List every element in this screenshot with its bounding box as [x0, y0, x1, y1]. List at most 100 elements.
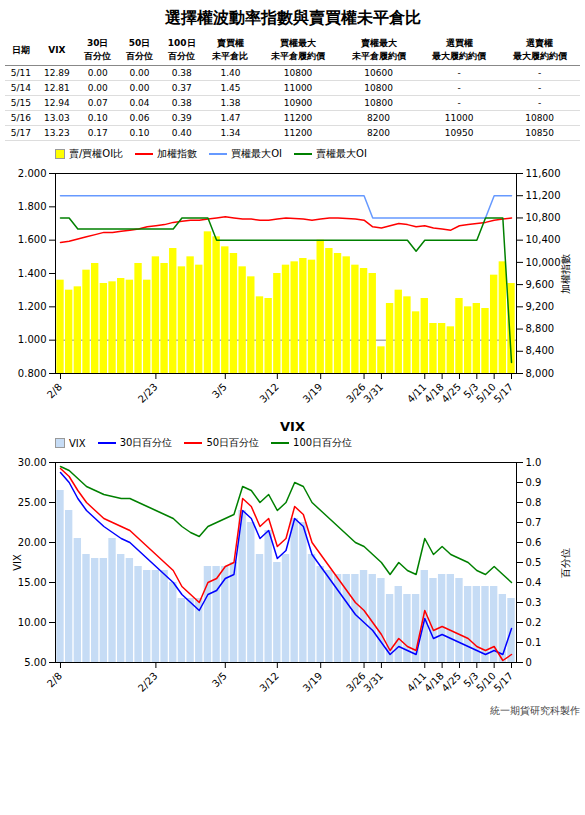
svg-text:4/18: 4/18 — [422, 670, 446, 694]
svg-text:3/26: 3/26 — [344, 670, 368, 694]
html-text:10800: 10800 — [364, 83, 393, 93]
svg-text:0.2: 0.2 — [526, 617, 542, 628]
html-text:5/14: 5/14 — [10, 83, 32, 93]
svg-text:0.4: 0.4 — [526, 577, 542, 588]
svg-text:5.00: 5.00 — [24, 657, 46, 668]
svg-text:2/23: 2/23 — [136, 670, 160, 694]
svg-text:10,000: 10,000 — [526, 257, 561, 268]
svg-text:0.7: 0.7 — [526, 517, 542, 528]
html-text:買權最大 未平倉履約價: 買權最大 未平倉履約價 — [271, 38, 325, 61]
svg-text:20.00: 20.00 — [18, 537, 47, 548]
html-text:選賣權 最大履約約價: 選賣權 最大履約約價 — [512, 38, 567, 61]
html-text:50日 百分位: 50日 百分位 — [125, 38, 153, 61]
svg-text:3/12: 3/12 — [257, 381, 281, 405]
svg-text:5/17: 5/17 — [492, 670, 516, 694]
svg-text:1.800: 1.800 — [18, 201, 47, 212]
svg-text:30.00: 30.00 — [18, 457, 47, 468]
svg-text:10,800: 10,800 — [526, 212, 561, 223]
svg-text:VIX: VIX — [12, 554, 23, 571]
html-text:10600: 10600 — [364, 68, 393, 78]
svg-text:9,200: 9,200 — [526, 301, 555, 312]
svg-text:5/3: 5/3 — [461, 381, 481, 401]
svg-text:4/18: 4/18 — [422, 381, 446, 405]
html-text:VIX: VIX — [48, 45, 66, 55]
svg-text:4/25: 4/25 — [439, 381, 463, 405]
svg-text:1.0: 1.0 — [526, 457, 542, 468]
html-text:賣/買權OI比: 賣/買權OI比 — [69, 148, 124, 159]
html-text:VIX: VIX — [69, 437, 86, 449]
svg-text:4/25: 4/25 — [439, 670, 463, 694]
svg-text:3/31: 3/31 — [361, 670, 385, 694]
html-text:賣權最大OI: 賣權最大OI — [316, 148, 367, 159]
html-text:選買權 最大履約約價: 選買權 最大履約約價 — [432, 38, 487, 61]
svg-text:1.600: 1.600 — [18, 234, 47, 245]
svg-text:5/10: 5/10 — [474, 381, 498, 405]
svg-text:2/8: 2/8 — [45, 670, 64, 689]
svg-text:11,200: 11,200 — [526, 190, 561, 201]
html-text:統一期貨研究科製作: 統一期貨研究科製作 — [490, 705, 580, 716]
svg-text:加權指數: 加權指數 — [560, 254, 571, 294]
html-text:選擇權波動率指數與賣買權未平倉比: 選擇權波動率指數與賣買權未平倉比 — [164, 8, 421, 27]
svg-text:10,400: 10,400 — [526, 234, 561, 245]
svg-text:5/17: 5/17 — [492, 381, 516, 405]
html-text:30日百分位: 30日百分位 — [119, 437, 173, 448]
svg-text:2/8: 2/8 — [45, 381, 64, 400]
svg-text:0.3: 0.3 — [526, 597, 542, 608]
html-text:12.89: 12.89 — [44, 68, 70, 78]
html-text:買權最大OI: 買權最大OI — [231, 148, 282, 159]
svg-text:9,600: 9,600 — [526, 279, 555, 290]
html-text:0.00: 0.00 — [87, 68, 108, 78]
svg-text:3/12: 3/12 — [257, 670, 281, 694]
svg-text:0.1: 0.1 — [526, 637, 542, 648]
svg-text:0.5: 0.5 — [526, 557, 542, 568]
html-text:11000: 11000 — [283, 83, 313, 93]
html-text:5/11: 5/11 — [10, 68, 32, 78]
svg-text:11,600: 11,600 — [526, 168, 561, 179]
svg-text:2/23: 2/23 — [136, 381, 160, 405]
html-text:0.00: 0.00 — [87, 83, 108, 93]
svg-text:15.00: 15.00 — [18, 577, 47, 588]
svg-text:5/3: 5/3 — [461, 670, 481, 690]
svg-text:1.000: 1.000 — [18, 334, 47, 345]
svg-text:0.9: 0.9 — [526, 477, 542, 488]
html-text:30日 百分位: 30日 百分位 — [84, 38, 112, 61]
html-text:0.00: 0.00 — [129, 83, 150, 93]
svg-text:百分位: 百分位 — [560, 548, 571, 578]
html-text:0.37: 0.37 — [171, 83, 192, 93]
html-text:100日百分位: 100日百分位 — [293, 437, 353, 448]
html-text:賣權最大 未平倉履約價: 賣權最大 未平倉履約價 — [351, 38, 406, 61]
html-text:50日百分位: 50日百分位 — [206, 437, 260, 448]
svg-text:3/19: 3/19 — [301, 381, 325, 405]
svg-text:4/11: 4/11 — [404, 670, 429, 694]
svg-text:1.200: 1.200 — [18, 301, 47, 312]
svg-text:0.800: 0.800 — [18, 368, 47, 379]
html-text:賣買權 未平倉比: 賣買權 未平倉比 — [212, 38, 249, 61]
svg-text:0: 0 — [526, 657, 532, 668]
svg-text:8,000: 8,000 — [526, 368, 555, 379]
svg-text:4/11: 4/11 — [404, 381, 429, 405]
svg-text:3/5: 3/5 — [210, 670, 229, 689]
svg-text:25.00: 25.00 — [18, 497, 47, 508]
html-text:0.00: 0.00 — [129, 68, 150, 78]
svg-text:8,800: 8,800 — [526, 323, 555, 334]
html-text:12.81: 12.81 — [44, 83, 70, 93]
html-text:日期: 日期 — [12, 44, 30, 55]
svg-text:8,400: 8,400 — [526, 345, 555, 356]
svg-text:3/31: 3/31 — [361, 381, 385, 405]
html-text:100日 百分位: 100日 百分位 — [167, 38, 196, 61]
html-text:10800: 10800 — [283, 68, 313, 78]
svg-text:10.00: 10.00 — [18, 617, 47, 628]
svg-text:3/5: 3/5 — [210, 381, 229, 400]
svg-text:0.8: 0.8 — [526, 497, 542, 508]
svg-text:0.6: 0.6 — [526, 537, 542, 548]
html-text:0.38: 0.38 — [171, 68, 192, 78]
svg-text:3/26: 3/26 — [344, 381, 368, 405]
svg-text:3/19: 3/19 — [301, 670, 325, 694]
html-text:加權指數: 加權指數 — [157, 148, 198, 159]
html-text:1.40: 1.40 — [220, 68, 241, 78]
svg-text:2.000: 2.000 — [18, 168, 47, 179]
svg-text:1.400: 1.400 — [18, 268, 47, 279]
html-text:VIX: VIX — [280, 419, 305, 434]
svg-text:5/10: 5/10 — [474, 670, 498, 694]
html-text:1.45: 1.45 — [220, 83, 241, 93]
